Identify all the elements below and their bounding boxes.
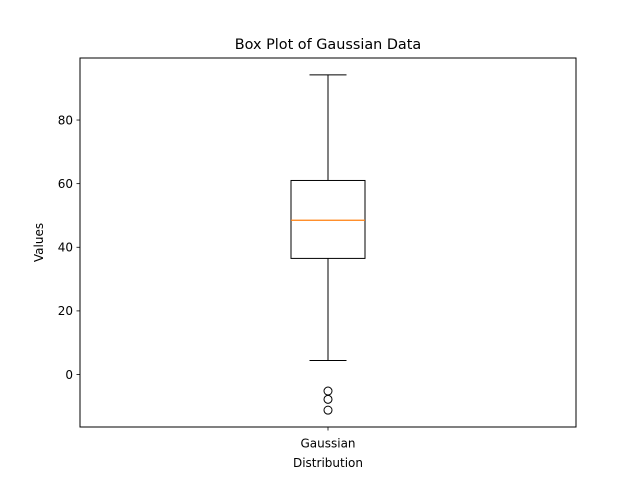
outlier-point <box>323 394 333 404</box>
y-axis: 0 20 40 60 80 <box>58 113 80 382</box>
y-tick-label: 20 <box>58 304 73 318</box>
y-tick-label: 40 <box>58 241 73 255</box>
x-axis: Gaussian <box>300 427 356 451</box>
iqr-box <box>290 179 366 259</box>
x-axis-label: Distribution <box>293 456 363 470</box>
chart-title: Box Plot of Gaussian Data <box>235 37 421 53</box>
y-tick-label: 60 <box>58 177 73 191</box>
y-tick-label: 80 <box>58 113 73 127</box>
outlier-point <box>323 405 333 415</box>
y-tick-label: 0 <box>65 368 73 382</box>
plot-area <box>290 74 366 415</box>
y-axis-label: Values <box>32 223 46 262</box>
x-tick-label: Gaussian <box>300 437 355 451</box>
